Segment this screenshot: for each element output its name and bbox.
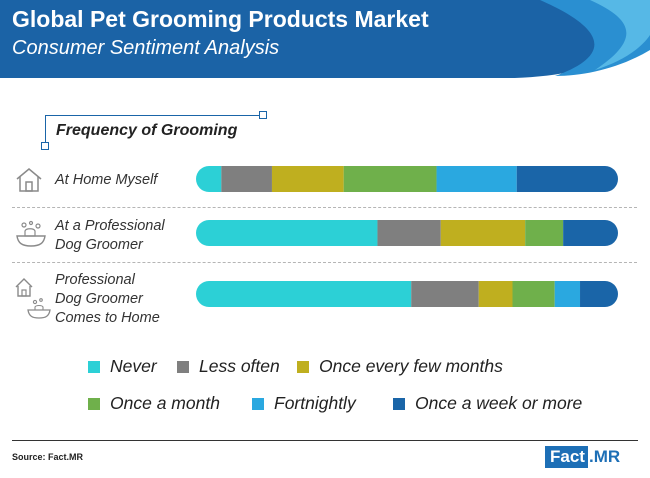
logo-text-fact: Fact <box>545 446 588 468</box>
bar-row-0 <box>196 166 618 192</box>
bar-row-2 <box>196 281 618 307</box>
legend-item-less-often: Less often <box>177 356 280 377</box>
legend-swatch <box>88 360 100 373</box>
chart-title: Frequency of Grooming <box>56 122 238 139</box>
row-label-line: Dog Groomer <box>55 291 143 307</box>
bar-segment-never <box>196 281 412 307</box>
row-label-line: At a Professional <box>55 218 165 234</box>
chart-title-border <box>45 115 264 148</box>
bar-segment-once-a-week-or-more <box>580 281 618 307</box>
row-label-professional-groomer: At a Professional Dog Groomer <box>55 217 165 255</box>
bar-segment-fortnightly <box>554 281 581 307</box>
legend-swatch <box>297 360 309 373</box>
header-background <box>0 0 650 78</box>
bar-segment-less-often <box>221 166 272 192</box>
page-subtitle: Consumer Sentiment Analysis <box>12 37 280 59</box>
bar-segment-once-a-week-or-more <box>516 166 618 192</box>
bar-row-1 <box>196 220 618 246</box>
row-label-line: Professional <box>55 272 135 288</box>
row-label-line: Dog Groomer <box>55 237 143 253</box>
row-label-line: Comes to Home <box>55 310 160 326</box>
legend-swatch <box>88 397 100 410</box>
dog-bath-icon <box>16 220 46 247</box>
source-note: Source: Fact.MR <box>12 452 84 462</box>
header-banner: Global Pet Grooming Products Market Cons… <box>0 0 650 78</box>
factmr-logo: Fact .MR <box>545 446 620 468</box>
chart-title-box: Frequency of Grooming <box>41 111 267 150</box>
legend-label: Once every few months <box>319 356 503 376</box>
row-label-at-home: At Home Myself <box>55 171 157 190</box>
legend-item-fortnightly: Fortnightly <box>252 393 356 414</box>
bar-segment-once-every-few-months <box>440 220 526 246</box>
legend-label: Fortnightly <box>274 393 356 413</box>
bar-segment-once-a-week-or-more <box>563 220 618 246</box>
legend-swatch <box>393 397 405 410</box>
legend-item-never: Never <box>88 356 157 377</box>
legend-label: Less often <box>199 356 280 376</box>
bar-segment-once-a-month <box>512 281 555 307</box>
legend-swatch <box>252 397 264 410</box>
bar-segment-once-every-few-months <box>271 166 344 192</box>
logo-text-mr: .MR <box>588 447 621 466</box>
bar-segment-once-a-month <box>525 220 564 246</box>
row-label-line: At Home Myself <box>55 172 158 188</box>
bar-segment-never <box>196 220 378 246</box>
bar-segment-once-a-month <box>343 166 437 192</box>
page-title: Global Pet Grooming Products Market <box>12 6 429 32</box>
legend-swatch <box>177 360 189 373</box>
corner-marker <box>259 111 267 119</box>
footer-divider <box>12 440 638 441</box>
bar-segment-fortnightly <box>436 166 517 192</box>
row-divider <box>12 207 637 208</box>
row-divider <box>12 262 637 263</box>
bar-segment-once-every-few-months <box>478 281 513 307</box>
bar-segment-never <box>196 166 222 192</box>
bar-segment-less-often <box>411 281 479 307</box>
legend-label: Never <box>110 356 157 376</box>
legend-item-once-a-week: Once a week or more <box>393 393 582 414</box>
home-groomer-icon <box>15 278 51 319</box>
house-icon <box>16 168 42 192</box>
legend-label: Once a week or more <box>415 393 583 413</box>
legend-item-once-every-few-months: Once every few months <box>297 356 503 377</box>
bar-segment-less-often <box>377 220 441 246</box>
legend-label: Once a month <box>110 393 220 413</box>
row-label-groomer-comes-home: Professional Dog Groomer Comes to Home <box>55 271 160 328</box>
legend-item-once-a-month: Once a month <box>88 393 220 414</box>
corner-marker <box>41 142 49 150</box>
